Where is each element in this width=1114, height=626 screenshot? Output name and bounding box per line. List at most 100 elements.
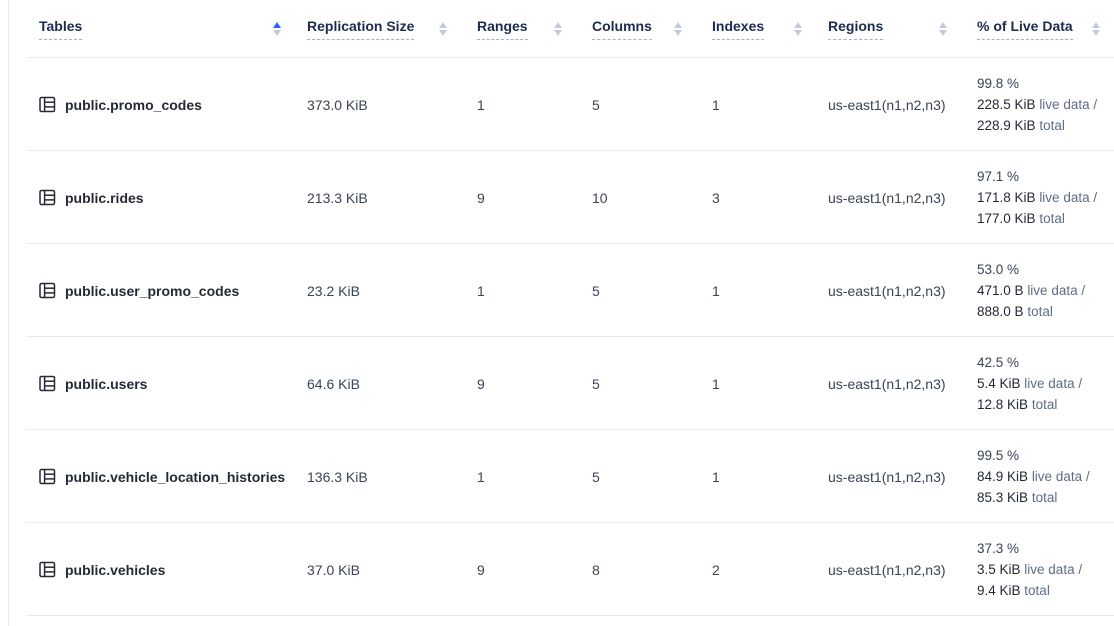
ranges-cell: 9 (477, 189, 485, 206)
live-data-cell: 99.5 % 84.9 KiB live data / 85.3 KiB tot… (961, 430, 1114, 523)
column-header-label[interactable]: Replication Size (307, 18, 415, 40)
table-grid-icon (39, 189, 56, 206)
table-name-cell: public.user_promo_codes (9, 244, 291, 337)
live-data-cell: 42.5 % 5.4 KiB live data / 12.8 KiB tota… (961, 337, 1114, 430)
table-name-link[interactable]: public.users (65, 375, 148, 392)
table-grid-icon (39, 96, 56, 113)
ranges-cell: 1 (477, 96, 485, 113)
live-data-percent: 53.0 % (977, 262, 1020, 277)
replication-size-cell: 136.3 KiB (307, 468, 368, 485)
table-row[interactable]: public.users 64.6 KiB 9 5 1 us-east1(n1,… (9, 337, 1114, 430)
regions-cell: us-east1(n1,n2,n3) (828, 282, 946, 299)
live-data-amount: 228.5 KiB live data / (977, 97, 1098, 112)
sort-carets-icon[interactable] (939, 22, 947, 36)
table-row[interactable]: public.vehicle_location_histories 136.3 … (9, 430, 1114, 523)
column-header-label[interactable]: Tables (39, 18, 83, 40)
sort-carets-icon[interactable] (794, 22, 802, 36)
tables-list: Tables Replication Size Ranges Columns I… (8, 0, 1114, 626)
indexes-cell: 3 (712, 189, 720, 206)
live-data-percent: 99.5 % (977, 448, 1020, 463)
table-name-link[interactable]: public.user_promo_codes (65, 282, 240, 299)
replication-size-cell: 23.2 KiB (307, 282, 360, 299)
ranges-cell: 1 (477, 468, 485, 485)
ranges-cell: 1 (477, 282, 485, 299)
live-data-percent: 97.1 % (977, 169, 1020, 184)
column-header-tables[interactable]: Tables (9, 0, 291, 58)
indexes-cell: 1 (712, 375, 720, 392)
column-header-label[interactable]: Indexes (712, 18, 765, 40)
sort-carets-icon[interactable] (674, 22, 682, 36)
sort-carets-icon[interactable] (1092, 22, 1100, 36)
table-row[interactable]: public.promo_codes 373.0 KiB 1 5 1 us-ea… (9, 58, 1114, 151)
replication-size-cell: 64.6 KiB (307, 375, 360, 392)
live-data-amount: 84.9 KiB live data / (977, 469, 1090, 484)
live-data-cell: 99.8 % 228.5 KiB live data / 228.9 KiB t… (961, 58, 1114, 151)
table-name-link[interactable]: public.vehicles (65, 561, 166, 578)
replication-size-cell: 213.3 KiB (307, 189, 368, 206)
column-header-live-data[interactable]: % of Live Data (961, 0, 1114, 58)
column-header-ranges[interactable]: Ranges (461, 0, 576, 58)
table-name-cell: public.vehicle_location_histories (9, 430, 291, 523)
columns-cell: 5 (592, 468, 600, 485)
columns-cell: 5 (592, 375, 600, 392)
total-data-amount: 12.8 KiB total (977, 397, 1058, 412)
total-data-amount: 85.3 KiB total (977, 490, 1058, 505)
total-data-amount: 228.9 KiB total (977, 118, 1065, 133)
ranges-cell: 9 (477, 561, 485, 578)
table-name-link[interactable]: public.promo_codes (65, 96, 202, 113)
live-data-percent: 99.8 % (977, 76, 1020, 91)
indexes-cell: 2 (712, 561, 720, 578)
columns-cell: 8 (592, 561, 600, 578)
table-header-row: Tables Replication Size Ranges Columns I… (9, 0, 1114, 58)
columns-cell: 10 (592, 189, 608, 206)
ranges-cell: 9 (477, 375, 485, 392)
regions-cell: us-east1(n1,n2,n3) (828, 375, 946, 392)
table-grid-icon (39, 375, 56, 392)
columns-cell: 5 (592, 96, 600, 113)
table-row[interactable]: public.user_promo_codes 23.2 KiB 1 5 1 u… (9, 244, 1114, 337)
live-data-cell: 37.3 % 3.5 KiB live data / 9.4 KiB total (961, 523, 1114, 616)
column-header-label[interactable]: Ranges (477, 18, 528, 40)
total-data-amount: 177.0 KiB total (977, 211, 1065, 226)
replication-size-cell: 37.0 KiB (307, 561, 360, 578)
regions-cell: us-east1(n1,n2,n3) (828, 561, 946, 578)
columns-cell: 5 (592, 282, 600, 299)
live-data-percent: 42.5 % (977, 355, 1020, 370)
live-data-amount: 171.8 KiB live data / (977, 190, 1098, 205)
live-data-amount: 3.5 KiB live data / (977, 562, 1083, 577)
total-data-amount: 9.4 KiB total (977, 583, 1050, 598)
table-grid-icon (39, 468, 56, 485)
regions-cell: us-east1(n1,n2,n3) (828, 468, 946, 485)
table-name-cell: public.users (9, 337, 291, 430)
table-row[interactable]: public.rides 213.3 KiB 9 10 3 us-east1(n… (9, 151, 1114, 244)
sort-carets-icon[interactable] (439, 22, 447, 36)
live-data-cell: 97.1 % 171.8 KiB live data / 177.0 KiB t… (961, 151, 1114, 244)
live-data-cell: 53.0 % 471.0 B live data / 888.0 B total (961, 244, 1114, 337)
table-name-link[interactable]: public.vehicle_location_histories (65, 468, 286, 485)
column-header-label[interactable]: % of Live Data (977, 18, 1073, 40)
sort-carets-icon[interactable] (273, 22, 281, 36)
live-data-amount: 5.4 KiB live data / (977, 376, 1083, 391)
column-header-label[interactable]: Regions (828, 18, 884, 40)
table-name-cell: public.vehicles (9, 523, 291, 616)
table-name-cell: public.promo_codes (9, 58, 291, 151)
sort-carets-icon[interactable] (554, 22, 562, 36)
table-name-link[interactable]: public.rides (65, 189, 144, 206)
table-name-cell: public.rides (9, 151, 291, 244)
table-body: public.promo_codes 373.0 KiB 1 5 1 us-ea… (9, 58, 1114, 616)
indexes-cell: 1 (712, 96, 720, 113)
replication-size-cell: 373.0 KiB (307, 96, 368, 113)
column-header-label[interactable]: Columns (592, 18, 652, 40)
table-grid-icon (39, 561, 56, 578)
live-data-percent: 37.3 % (977, 541, 1020, 556)
live-data-amount: 471.0 B live data / (977, 283, 1086, 298)
indexes-cell: 1 (712, 282, 720, 299)
column-header-replication-size[interactable]: Replication Size (291, 0, 461, 58)
column-header-indexes[interactable]: Indexes (696, 0, 816, 58)
table-row[interactable]: public.vehicles 37.0 KiB 9 8 2 us-east1(… (9, 523, 1114, 616)
table-grid-icon (39, 282, 56, 299)
column-header-columns[interactable]: Columns (576, 0, 696, 58)
total-data-amount: 888.0 B total (977, 304, 1053, 319)
regions-cell: us-east1(n1,n2,n3) (828, 189, 946, 206)
column-header-regions[interactable]: Regions (816, 0, 961, 58)
